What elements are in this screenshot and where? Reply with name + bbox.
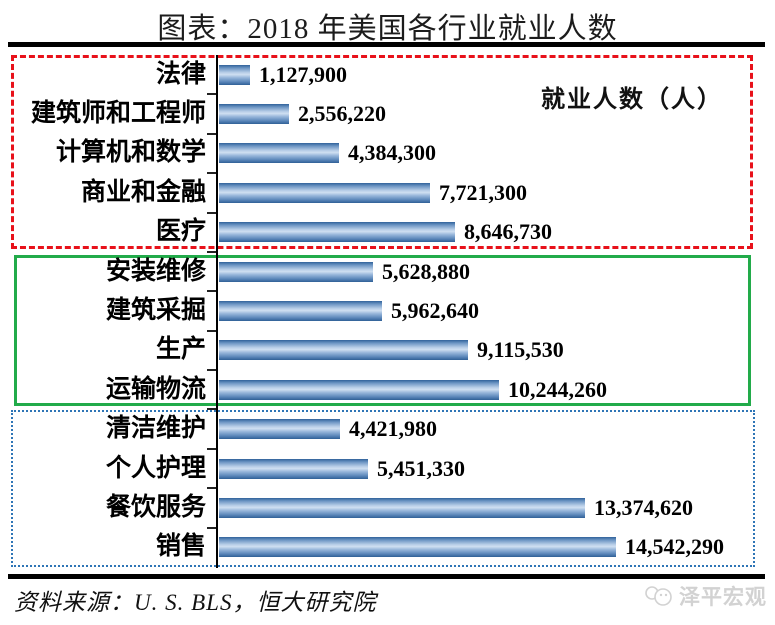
value-label: 5,628,880 [382,258,470,284]
axis-tick [207,211,216,214]
axis-tick [207,487,216,490]
axis-tick [207,250,216,253]
category-label: 餐饮服务 [105,493,206,521]
bar [219,537,616,558]
category-label: 销售 [155,533,206,561]
value-label: 7,721,300 [439,179,527,205]
category-label: 建筑师和工程师 [30,100,206,128]
bar [219,301,382,321]
bar [219,143,339,164]
value-label: 4,421,980 [349,416,437,442]
bar [219,379,499,400]
value-label: 8,646,730 [464,219,552,245]
top-divider-rule [8,42,765,47]
watermark-logo-icon [644,584,674,608]
bar [219,104,289,125]
category-label: 生产 [155,336,206,364]
bar [219,222,455,243]
axis-tick [207,93,216,96]
axis-tick [207,447,216,450]
value-label: 2,556,220 [298,101,386,127]
value-label: 14,542,290 [625,534,724,560]
bar [219,182,430,203]
bar [219,340,468,361]
category-label: 商业和金融 [80,178,206,206]
bottom-divider-rule [8,574,765,579]
axis-tick [207,369,216,372]
axis-tick [207,329,216,332]
category-label: 计算机和数学 [55,139,206,167]
legend-label: 就业人数（人） [541,87,723,113]
watermark-text: 泽平宏观 [679,585,767,609]
axis-tick [207,172,216,175]
value-label: 10,244,260 [508,376,607,402]
value-label: 1,127,900 [259,61,347,87]
chart-title: 图表：2018 年美国各行业就业人数 [157,13,618,45]
bar [219,261,373,282]
bar [219,497,585,518]
value-label: 5,962,640 [391,298,479,323]
axis-tick [207,290,216,293]
value-label: 5,451,330 [377,455,465,481]
category-label: 建筑采掘 [105,297,206,324]
category-label: 个人护理 [105,454,206,482]
bar [219,419,340,440]
category-label: 运输物流 [105,375,206,403]
bar [219,64,250,85]
watermark: 泽平宏观 [644,581,767,611]
axis-tick [207,132,216,135]
bar [219,458,368,479]
category-label: 医疗 [155,218,206,246]
value-label: 9,115,530 [477,337,564,363]
axis-tick [207,408,216,411]
category-label: 法律 [155,60,206,88]
value-label: 13,374,620 [594,494,693,520]
value-label: 4,384,300 [348,140,436,166]
axis-tick [207,526,216,529]
category-label: 安装维修 [105,257,206,285]
y-axis-line [216,55,218,568]
source-text: 资料来源：U. S. BLS，恒大研究院 [14,590,377,615]
category-label: 清洁维护 [105,415,206,443]
